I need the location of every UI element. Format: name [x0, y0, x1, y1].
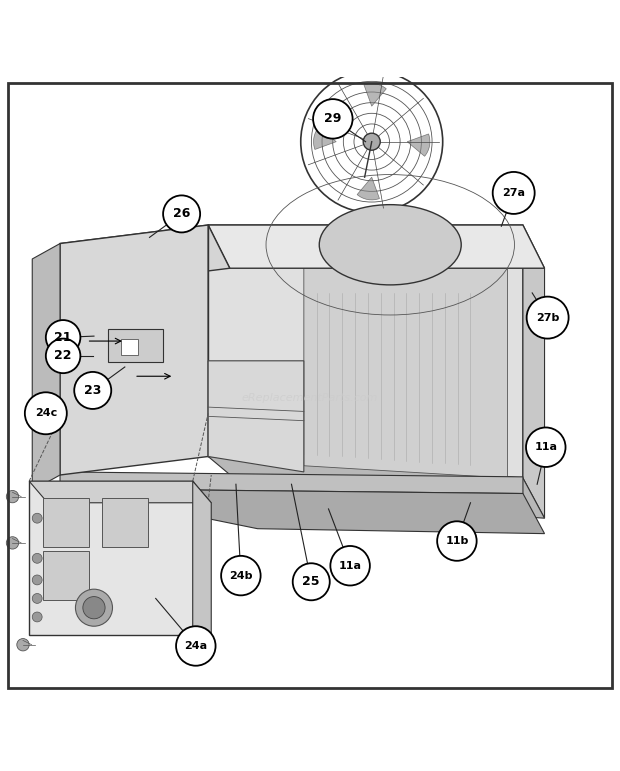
Circle shape	[46, 320, 81, 355]
Circle shape	[363, 133, 380, 150]
Circle shape	[526, 297, 569, 338]
FancyBboxPatch shape	[121, 338, 138, 355]
Text: 25: 25	[303, 575, 320, 588]
Polygon shape	[193, 481, 211, 657]
Circle shape	[6, 537, 19, 549]
Polygon shape	[208, 456, 544, 518]
Text: 11a: 11a	[339, 561, 361, 571]
Text: 21: 21	[55, 331, 72, 344]
Polygon shape	[208, 225, 523, 478]
Text: 24c: 24c	[35, 409, 57, 419]
FancyBboxPatch shape	[43, 551, 89, 600]
Circle shape	[83, 597, 105, 619]
Polygon shape	[60, 225, 208, 475]
Polygon shape	[32, 244, 60, 490]
Text: 11a: 11a	[534, 443, 557, 453]
Circle shape	[17, 638, 29, 651]
Text: 27a: 27a	[502, 188, 525, 198]
Polygon shape	[523, 225, 544, 518]
Text: 27b: 27b	[536, 312, 559, 322]
Polygon shape	[60, 225, 230, 287]
Circle shape	[293, 564, 330, 601]
Polygon shape	[60, 472, 523, 493]
Circle shape	[313, 99, 353, 139]
Polygon shape	[208, 225, 544, 268]
Circle shape	[163, 195, 200, 232]
Circle shape	[6, 490, 19, 503]
Circle shape	[46, 338, 81, 373]
Text: 29: 29	[324, 113, 342, 126]
Circle shape	[32, 594, 42, 604]
Polygon shape	[304, 237, 508, 478]
Circle shape	[32, 575, 42, 585]
Circle shape	[74, 372, 111, 409]
Ellipse shape	[319, 204, 461, 285]
Wedge shape	[314, 127, 336, 150]
Wedge shape	[407, 134, 430, 157]
FancyBboxPatch shape	[108, 328, 163, 362]
Wedge shape	[357, 177, 379, 200]
Text: eReplacementParts.com: eReplacementParts.com	[242, 393, 378, 402]
FancyBboxPatch shape	[102, 499, 148, 547]
Circle shape	[32, 513, 42, 524]
Circle shape	[221, 556, 260, 595]
Circle shape	[176, 626, 216, 665]
Circle shape	[32, 612, 42, 622]
Text: 26: 26	[173, 207, 190, 221]
Text: 11b: 11b	[445, 536, 469, 546]
Circle shape	[76, 589, 112, 626]
Circle shape	[32, 554, 42, 564]
Text: 24a: 24a	[184, 641, 207, 651]
Text: 24b: 24b	[229, 571, 252, 581]
Polygon shape	[208, 361, 304, 472]
Text: 23: 23	[84, 384, 102, 397]
Circle shape	[526, 427, 565, 467]
Circle shape	[330, 546, 370, 585]
Text: 22: 22	[55, 349, 72, 362]
Circle shape	[25, 392, 67, 434]
Circle shape	[493, 172, 534, 214]
Polygon shape	[60, 489, 544, 534]
Circle shape	[437, 521, 477, 561]
Polygon shape	[29, 481, 211, 503]
Polygon shape	[29, 481, 193, 635]
FancyBboxPatch shape	[43, 499, 89, 547]
Wedge shape	[364, 83, 386, 106]
